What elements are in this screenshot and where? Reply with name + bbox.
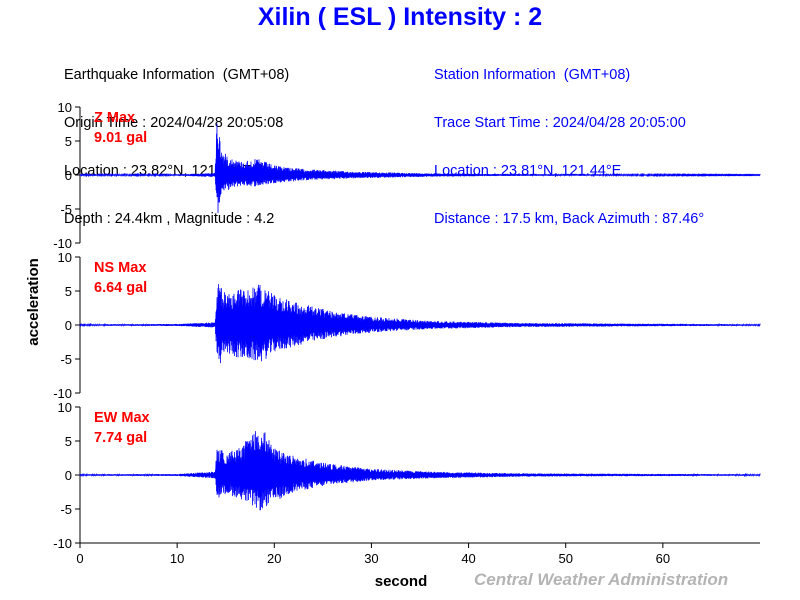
- y-tick-label: 0: [65, 468, 72, 483]
- waveform-trace: [79, 123, 761, 214]
- y-tick-label: -5: [60, 202, 72, 217]
- y-tick-label: 0: [65, 318, 72, 333]
- earthquake-info-header: Earthquake Information (GMT+08): [64, 67, 290, 83]
- max-value-label: 6.64 gal: [94, 280, 147, 296]
- trace-panel: 10 5 0 -5 -10 NS Max 6.64 gal: [53, 250, 761, 401]
- x-tick-label: 30: [364, 551, 378, 566]
- series-name-label: Z Max: [94, 110, 135, 126]
- station-info-header: Station Information (GMT+08): [434, 67, 631, 83]
- waveform-trace: [79, 284, 761, 364]
- y-tick-label: 5: [65, 434, 72, 449]
- earthquake-info: Earthquake Information (GMT+08) Origin T…: [64, 35, 289, 243]
- x-tick-label: 50: [558, 551, 572, 566]
- series-name-label: NS Max: [94, 260, 146, 276]
- x-tick-label: 10: [170, 551, 184, 566]
- max-value-label: 7.74 gal: [94, 430, 147, 446]
- distance-azimuth: Distance : 17.5 km, Back Azimuth : 87.46…: [434, 211, 705, 227]
- y-tick-label: -5: [60, 502, 72, 517]
- max-value-label: 9.01 gal: [94, 130, 147, 146]
- x-tick-label: 40: [461, 551, 475, 566]
- x-axis-label: second: [375, 573, 428, 590]
- y-tick-label: 5: [65, 134, 72, 149]
- y-tick-label: 10: [58, 400, 72, 415]
- y-tick-label: 0: [65, 168, 72, 183]
- y-tick-label: -10: [53, 386, 72, 401]
- waveform-trace: [79, 431, 761, 511]
- y-tick-label: -10: [53, 536, 72, 551]
- trace-start-time: Trace Start Time : 2024/04/28 20:05:00: [434, 115, 686, 131]
- x-tick-label: 60: [656, 551, 670, 566]
- depth-magnitude: Depth : 24.4km , Magnitude : 4.2: [64, 211, 275, 227]
- origin-time: Origin Time : 2024/04/28 20:05:08: [64, 115, 284, 131]
- x-tick-label: 20: [267, 551, 281, 566]
- y-tick-label: -10: [53, 236, 72, 251]
- y-tick-label: 10: [58, 100, 72, 115]
- y-tick-label: 10: [58, 250, 72, 265]
- y-tick-label: 5: [65, 284, 72, 299]
- chart-title: Xilin ( ESL ) Intensity : 2: [257, 3, 543, 31]
- x-tick-label: 0: [76, 551, 83, 566]
- credit-text: Central Weather Administration: [474, 570, 729, 589]
- series-name-label: EW Max: [94, 410, 150, 426]
- y-axis-label: acceleration: [25, 258, 42, 346]
- trace-panel: 10 5 0 -5 -10 EW Max 7.74 gal: [53, 400, 761, 551]
- y-tick-label: -5: [60, 352, 72, 367]
- trace-panel: 10 5 0 -5 -10 Z Max 9.01 gal: [53, 100, 761, 251]
